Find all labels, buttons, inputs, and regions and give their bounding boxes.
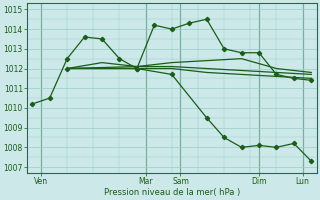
X-axis label: Pression niveau de la mer( hPa ): Pression niveau de la mer( hPa ) [104,188,240,197]
